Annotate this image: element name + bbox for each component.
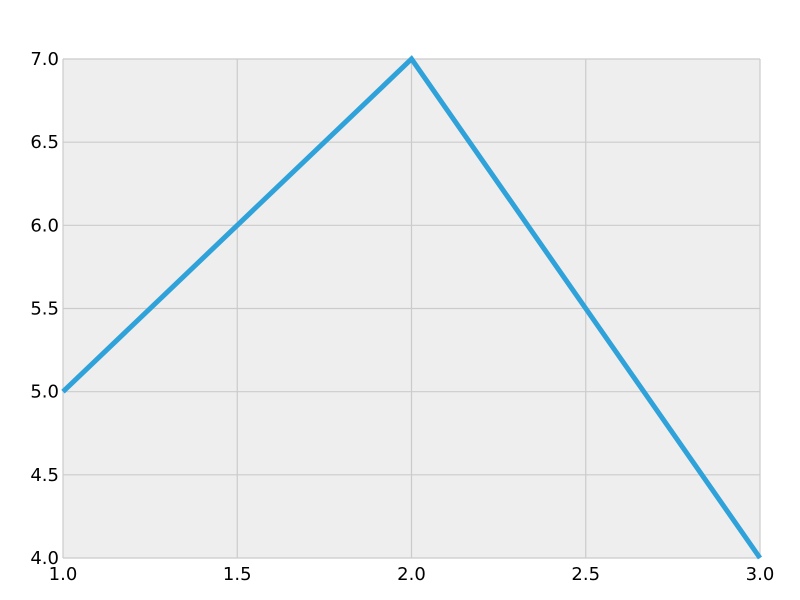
y-tick-label: 6.5 [30,132,59,153]
y-tick-label: 5.5 [30,299,59,320]
y-tick-label: 4.0 [30,548,59,569]
y-tick-label: 4.5 [30,465,59,486]
y-tick-label: 6.0 [30,215,59,236]
x-tick-label: 2.5 [571,564,600,585]
x-tick-label: 3.0 [746,564,775,585]
series-line-0 [61,55,763,560]
y-tick-label: 7.0 [30,49,59,70]
series-layer [61,55,763,560]
y-axis-ticks: 4.0 4.5 5.0 5.5 6.0 6.5 7.0 [30,49,59,569]
x-tick-label: 1.5 [223,564,252,585]
x-tick-label: 1.0 [49,564,78,585]
x-tick-label: 2.0 [397,564,426,585]
y-tick-label: 5.0 [30,382,59,403]
x-axis-ticks: 1.0 1.5 2.0 2.5 3.0 [49,564,775,585]
grid-lines [62,58,761,559]
